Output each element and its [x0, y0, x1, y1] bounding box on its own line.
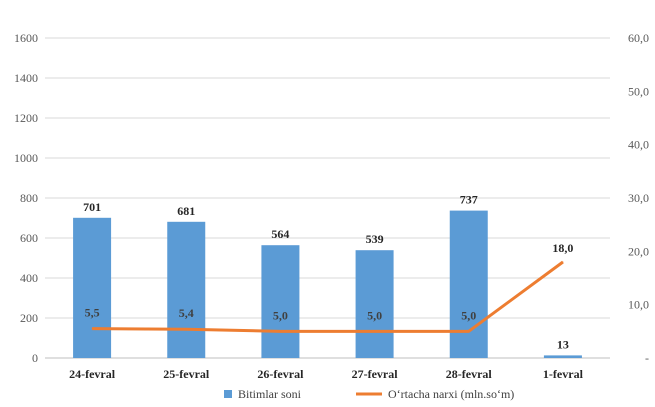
line-value-label: 5,0 — [273, 308, 288, 322]
bar-value-label: 681 — [177, 204, 195, 218]
bar — [167, 221, 206, 358]
bar — [543, 355, 582, 358]
legend-line-label: O‘rtacha narxi (mln.so‘m) — [388, 387, 514, 401]
right-tick-label: 60,0 — [628, 31, 649, 45]
bar-value-label: 737 — [460, 193, 478, 207]
bar-series — [73, 210, 582, 358]
bar-data-labels: 701 681 564 539 737 13 — [83, 193, 569, 352]
line-value-label: 5,4 — [179, 306, 194, 320]
legend: Bitimlar soni O‘rtacha narxi (mln.so‘m) — [224, 387, 514, 401]
left-tick-label: 1000 — [14, 151, 38, 165]
left-tick-label: 1600 — [14, 31, 38, 45]
bar-value-label: 564 — [271, 227, 289, 241]
right-tick-label: 30,0 — [628, 191, 649, 205]
legend-bar-swatch — [224, 390, 232, 398]
bar — [73, 217, 112, 358]
line-point — [468, 330, 470, 332]
line-point — [374, 330, 376, 332]
bar-value-label: 701 — [83, 200, 101, 214]
line-point — [185, 328, 187, 330]
category-label: 27-fevral — [352, 367, 399, 381]
left-tick-label: 800 — [20, 191, 38, 205]
category-label: 25-fevral — [163, 367, 210, 381]
bar-value-label: 539 — [366, 232, 384, 246]
category-label: 1-fevral — [543, 367, 584, 381]
category-label: 26-fevral — [257, 367, 304, 381]
line-value-label: 5,0 — [367, 308, 382, 322]
left-tick-label: 0 — [32, 351, 38, 365]
category-label: 24-fevral — [69, 367, 116, 381]
right-tick-label: 10,0 — [628, 298, 649, 312]
line-path — [92, 260, 564, 333]
line-point — [562, 261, 564, 263]
right-axis-ticks: - 10,0 20,0 30,0 40,0 50,0 60,0 — [628, 31, 649, 365]
legend-bar-label: Bitimlar soni — [238, 387, 302, 401]
left-tick-label: 200 — [20, 311, 38, 325]
bar — [261, 245, 300, 358]
category-axis-labels: 24-fevral 25-fevral 26-fevral 27-fevral 28-f… — [69, 367, 583, 381]
gridlines — [45, 37, 610, 359]
line-value-label: 18,0 — [552, 241, 573, 255]
line-data-labels: 5,5 5,4 5,0 5,0 5,0 18,0 — [85, 241, 574, 322]
bar — [449, 210, 488, 358]
left-axis-ticks: 0 200 400 600 800 1000 1200 1400 1600 — [14, 31, 38, 365]
line-series — [91, 260, 564, 333]
left-tick-label: 1200 — [14, 111, 38, 125]
left-tick-label: 400 — [20, 271, 38, 285]
bar — [355, 250, 394, 358]
right-tick-label: 40,0 — [628, 138, 649, 152]
left-tick-label: 1400 — [14, 71, 38, 85]
line-point — [279, 330, 281, 332]
right-tick-label: - — [645, 351, 649, 365]
line-value-label: 5,5 — [85, 306, 100, 320]
left-tick-label: 600 — [20, 231, 38, 245]
right-tick-label: 20,0 — [628, 244, 649, 258]
right-tick-label: 50,0 — [628, 84, 649, 98]
bar-value-label: 13 — [557, 337, 569, 351]
line-point — [91, 328, 93, 330]
line-value-label: 5,0 — [461, 308, 476, 322]
category-label: 28-fevral — [446, 367, 493, 381]
